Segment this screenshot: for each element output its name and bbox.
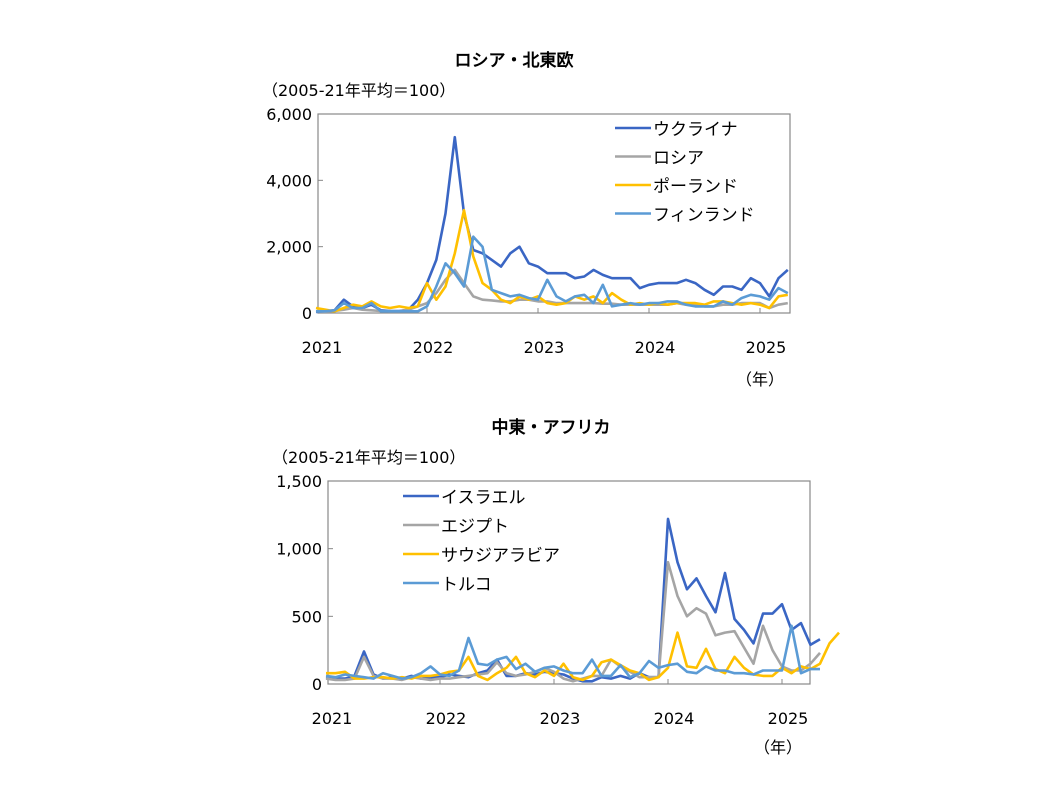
x-tick-label: 2022 <box>413 338 454 357</box>
x-tick-label: 2021 <box>302 338 343 357</box>
x-tick-label: 2021 <box>312 709 353 728</box>
y-tick-label: 0 <box>302 304 312 323</box>
chart-1: ロシア・北東欧（2005-21年平均＝100） （年） 0 2,000 4,000 6,0… <box>262 50 791 389</box>
plot-area <box>317 113 791 314</box>
y-tick-label: 500 <box>291 607 322 626</box>
series-line-4 <box>325 624 820 680</box>
x-tick-label: 2022 <box>426 709 467 728</box>
x-tick-label: 2025 <box>768 709 809 728</box>
chart-title: ロシア・北東欧 <box>455 50 574 71</box>
legend-label: エジプト <box>441 517 509 537</box>
x-tick-label: 2024 <box>654 709 695 728</box>
series-line-1 <box>325 517 821 683</box>
y-tick-label: 2,000 <box>266 238 312 257</box>
y-tick-label: 6,000 <box>266 105 312 124</box>
y-axis-unit-label: （2005-21年平均＝100） <box>272 448 465 467</box>
x-tick-label: 2023 <box>540 709 581 728</box>
x-tick-label: 2025 <box>746 338 787 357</box>
y-axis-unit-label: （2005-21年平均＝100） <box>262 81 455 100</box>
x-tick-label: 2023 <box>524 338 565 357</box>
legend-label: イスラエル <box>441 488 526 508</box>
chart-2: 中東・アフリカ （2005-21年平均＝100） （年） 0 500 1,000 1,500… <box>272 417 840 757</box>
y-tick-label: 0 <box>312 675 322 694</box>
plot-area <box>327 480 811 685</box>
legend-label: ロシア <box>653 149 704 169</box>
legend-label: フィンランド <box>653 206 755 226</box>
x-axis-unit-label: （年） <box>736 370 784 389</box>
y-tick-label: 1,500 <box>276 472 322 491</box>
x-tick-label: 2024 <box>635 338 676 357</box>
y-tick-label: 1,000 <box>276 540 322 559</box>
x-axis-unit-label: （年） <box>754 738 802 757</box>
series-line-2 <box>325 560 821 683</box>
y-tick-label: 4,000 <box>266 171 312 190</box>
chart-title: 中東・アフリカ <box>492 417 611 438</box>
legend-label: ポーランド <box>653 177 738 197</box>
legend-label: ウクライナ <box>653 120 738 140</box>
series-line-3 <box>315 208 789 313</box>
series-line-4 <box>316 235 789 313</box>
legend-label: サウジアラビア <box>441 546 560 566</box>
legend-label: トルコ <box>441 575 492 595</box>
